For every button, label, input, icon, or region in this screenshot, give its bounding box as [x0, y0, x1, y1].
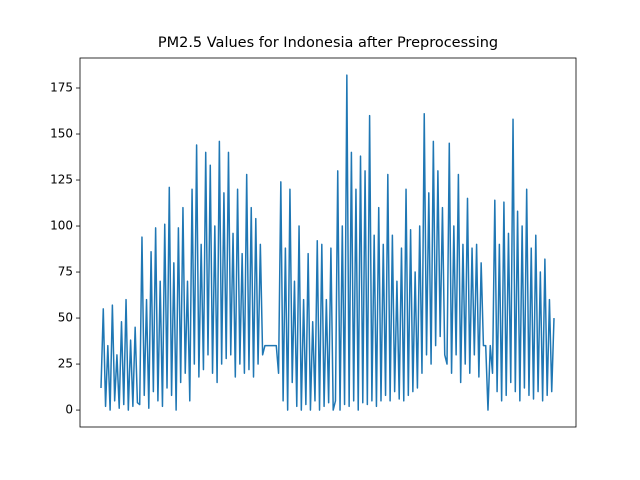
y-tick-label: 50 [58, 311, 73, 325]
y-tick-label: 75 [58, 265, 73, 279]
y-tick-label: 0 [65, 403, 73, 417]
y-tick-label: 125 [50, 173, 73, 187]
data-line [100, 74, 555, 411]
y-tick-label: 25 [58, 357, 73, 371]
y-tick-label: 150 [50, 127, 73, 141]
y-tick-label: 100 [50, 219, 73, 233]
chart-title: PM2.5 Values for Indonesia after Preproc… [158, 35, 498, 51]
axes-frame [79, 57, 577, 428]
y-tick-label: 175 [50, 80, 73, 94]
